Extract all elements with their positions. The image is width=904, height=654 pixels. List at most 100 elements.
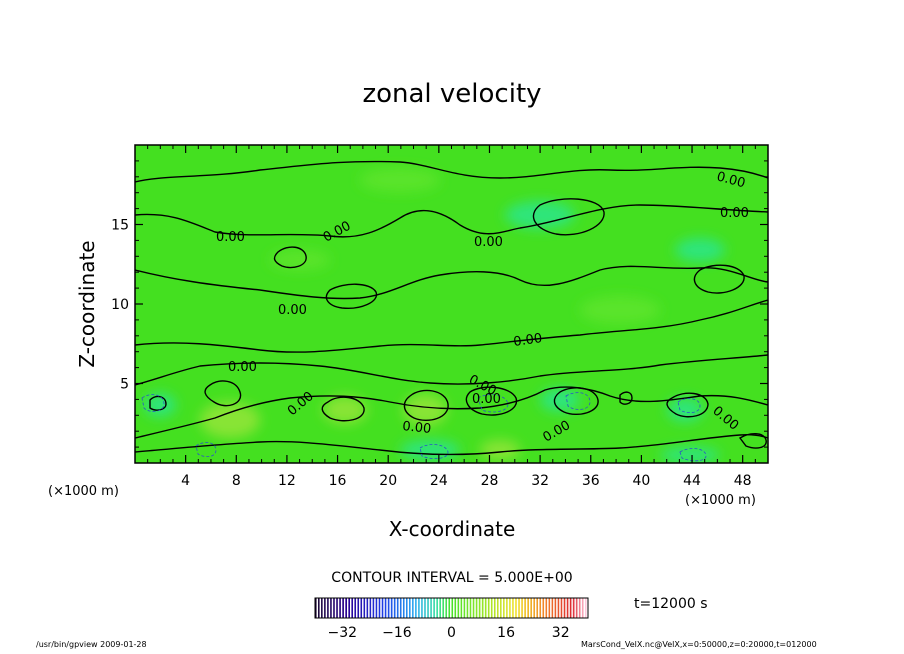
colorbar-gap <box>486 598 488 618</box>
colorbar-gap <box>419 598 422 618</box>
colorbar-ticks: −32 −16 0 16 32 <box>328 625 570 641</box>
y-tick-label: 15 <box>111 218 129 234</box>
contour-line <box>619 391 633 405</box>
colorbar-stripe <box>487 598 490 618</box>
contour-line <box>465 386 518 416</box>
plot-area: 0.00 0.00 0.00 0.00 0.00 0.00 0.00 0.00 … <box>134 144 769 464</box>
colorbar-stripe <box>351 598 354 618</box>
contour-line <box>403 389 449 422</box>
colorbar-gap <box>450 598 452 618</box>
negative-contour <box>195 442 217 458</box>
colorbar-gap <box>516 598 519 618</box>
colorbar-gap <box>568 598 570 618</box>
colorbar-stripe <box>369 598 372 618</box>
colorbar-stripe <box>563 598 566 618</box>
contour-label: 0.00 <box>474 235 503 250</box>
colorbar-stripe <box>363 598 366 618</box>
colorbar-stripe <box>581 598 584 618</box>
negative-contour <box>477 394 509 413</box>
colorbar-stripe <box>430 598 432 618</box>
colorbar-gap <box>401 598 403 618</box>
colorbar-stripe <box>372 598 375 618</box>
colorbar-gap <box>477 598 479 618</box>
colorbar-stripe <box>569 598 572 618</box>
contour-label: 0.00 <box>228 360 257 375</box>
colorbar-gap <box>334 598 337 618</box>
colorbar-gap <box>489 598 491 618</box>
contour-line <box>149 395 167 411</box>
colorbar-stripe <box>324 598 326 618</box>
colorbar-gap <box>371 598 373 618</box>
colorbar-gap <box>425 598 428 618</box>
colorbar-gap <box>353 598 355 618</box>
colorbar-gap <box>413 598 416 618</box>
colorbar-gap <box>325 598 328 618</box>
contour-label: 0.00 <box>402 419 432 437</box>
colorbar-gap <box>331 598 334 618</box>
colorbar-gap <box>462 598 464 618</box>
contour-label: 0.00 <box>472 392 501 407</box>
colorbar-stripe <box>545 598 548 618</box>
x-tick-label: 28 <box>481 473 499 489</box>
colorbar-gap <box>474 598 476 618</box>
colorbar-stripe <box>390 598 393 618</box>
x-axis-label: X-coordinate <box>389 517 516 541</box>
colorbar-stripe <box>387 598 390 618</box>
colorbar-stripe <box>509 598 511 618</box>
x-unit-right: (×1000 m) <box>685 493 756 508</box>
colorbar-gap <box>380 598 382 618</box>
colorbar-gap <box>404 598 406 618</box>
colorbar-gap <box>398 598 400 618</box>
y-tick-label: 5 <box>120 377 129 393</box>
colorbar-stripe <box>527 598 530 618</box>
colorbar-gap <box>359 598 361 618</box>
contour-line <box>738 433 767 449</box>
colorbar-stripe <box>375 598 378 618</box>
contour-line <box>321 396 365 422</box>
contour-lines <box>135 160 768 456</box>
contour-line <box>135 299 768 353</box>
colorbar-stripe <box>424 598 426 618</box>
negative-contours <box>141 392 707 462</box>
colorbar-stripe <box>433 598 435 618</box>
negative-contour <box>677 398 701 414</box>
colorbar-gap <box>553 598 555 618</box>
contour-line <box>325 283 378 309</box>
footer-left: /usr/bin/gpview 2009-01-28 <box>36 640 147 649</box>
colorbar-gap <box>510 598 513 618</box>
colorbar-stripe <box>490 598 493 618</box>
colorbar-gap <box>495 598 497 618</box>
colorbar-stripe <box>566 598 569 618</box>
colorbar-stripe <box>575 598 578 618</box>
colorbar-stripe <box>451 598 454 618</box>
contour-line <box>135 434 768 456</box>
colorbar-stripe <box>481 598 484 618</box>
negative-contour <box>679 448 707 462</box>
y-axis-label: Z-coordinate <box>75 240 99 367</box>
negative-contour <box>141 394 165 412</box>
colorbar-stripe <box>406 598 408 618</box>
colorbar-stripe <box>357 598 360 618</box>
colorbar-gap <box>431 598 434 618</box>
colorbar-tick-label: 16 <box>497 625 515 641</box>
colorbar-gap <box>386 598 388 618</box>
x-tick-label: 20 <box>379 473 397 489</box>
colorbar-stripe <box>463 598 466 618</box>
colorbar-stripe <box>512 598 514 618</box>
colorbar-gap <box>407 598 410 618</box>
colorbar-frame <box>314 597 589 619</box>
colorbar-gap <box>374 598 376 618</box>
contour-line <box>135 354 768 386</box>
colorbar-stripe <box>484 598 487 618</box>
colorbar-stripe <box>466 598 469 618</box>
colorbar-gap <box>559 598 561 618</box>
x-unit-left: (×1000 m) <box>48 484 119 499</box>
colorbar-gap <box>447 598 449 618</box>
colorbar-gap <box>507 598 510 618</box>
colorbar-stripe <box>342 598 344 618</box>
colorbar-stripe <box>578 598 581 618</box>
colorbar-stripe <box>530 598 533 618</box>
colorbar-stripe <box>503 598 505 618</box>
x-tick-label: 40 <box>632 473 650 489</box>
